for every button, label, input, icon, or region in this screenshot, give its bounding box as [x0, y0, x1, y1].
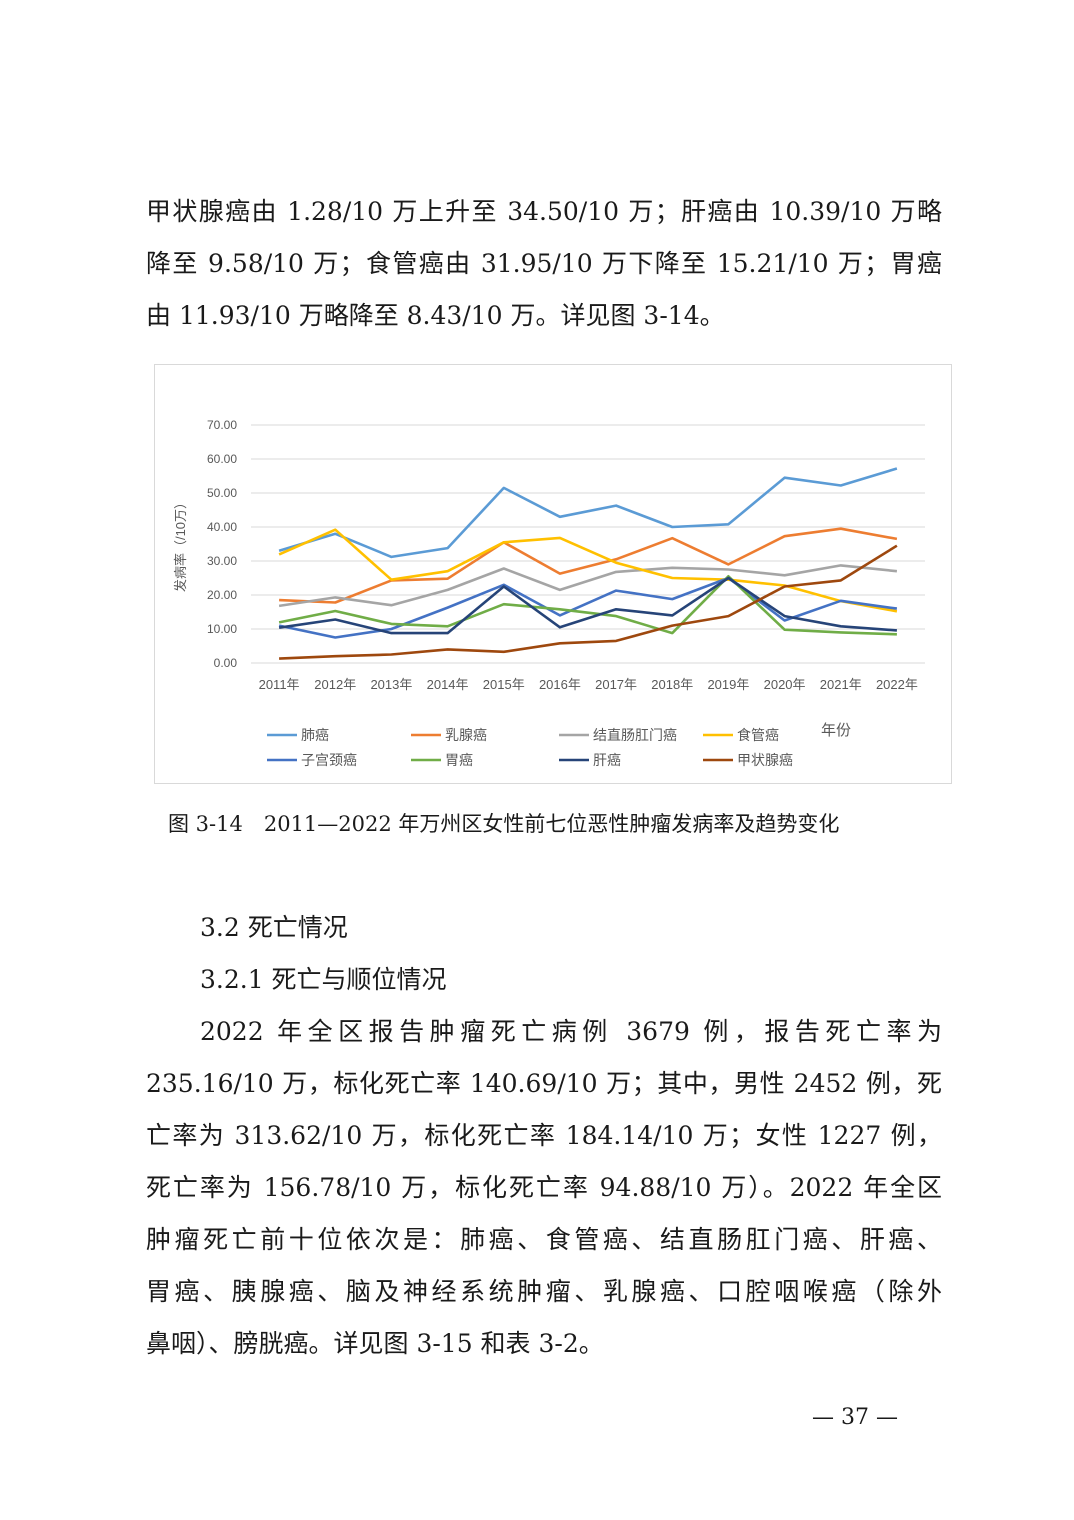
x-tick-label: 2019年: [707, 677, 749, 692]
body-line: 肿瘤死亡前十位依次是：肺癌、食管癌、结直肠肛门癌、肝癌、: [146, 1225, 942, 1254]
chart-frame: 0.00 10.00 20.00 30.00 40.00 50.00 60.00 70.00 2…: [154, 364, 952, 784]
y-tick-label: 60.00: [207, 452, 237, 466]
series-line-肺癌: [278, 467, 898, 559]
body-paragraph: 2022 年全区报告肿瘤死亡病例 3679 例，报告死亡率为 235.16/10…: [146, 1012, 942, 1382]
series-line-甲状腺癌: [279, 544, 898, 660]
y-tick-label: 70.00: [207, 418, 237, 432]
series-line-乳腺癌: [279, 527, 898, 604]
x-tick-label: 2012年: [314, 677, 356, 692]
legend-label: 肝癌: [593, 752, 621, 768]
body-line: 235.16/10 万，标化死亡率 140.69/10 万；其中，男性 2452…: [146, 1069, 942, 1098]
intro-paragraph: 甲状腺癌由 1.28/10 万上升至 34.50/10 万；肝癌由 10.39/…: [146, 192, 942, 342]
series-line-肝癌: [278, 576, 897, 635]
x-tick-label: 2022年: [876, 677, 918, 692]
y-tick-label: 0.00: [214, 656, 238, 670]
legend-label: 甲状腺癌: [737, 752, 793, 768]
y-axis-label: 发病率（/10万）: [173, 496, 188, 592]
series-line-结直肠肛门癌: [278, 564, 898, 608]
series-line-胃癌: [278, 575, 897, 636]
x-tick-label: 2017年: [595, 677, 637, 692]
x-tick-label: 2020年: [764, 677, 806, 692]
x-tick-label: 2013年: [370, 677, 412, 692]
intro-line: 降至 9.58/10 万；食管癌由 31.95/10 万下降至 15.21/10…: [146, 249, 942, 278]
figure-caption: 图 3-14 2011—2022 年万州区女性前七位恶性肿瘤发病率及趋势变化: [168, 812, 840, 836]
legend-label: 子宫颈癌: [301, 752, 357, 768]
x-tick-label: 2021年: [820, 677, 862, 692]
x-tick-label: 2015年: [483, 677, 525, 692]
section-heading: 3.2 死亡情况: [200, 913, 348, 942]
x-tick-label: 2018年: [651, 677, 693, 692]
y-tick-label: 30.00: [207, 554, 237, 568]
legend-label: 肺癌: [301, 727, 329, 743]
incidence-trend-chart: 0.00 10.00 20.00 30.00 40.00 50.00 60.00 70.00 2…: [173, 418, 925, 768]
subsection-heading: 3.2.1 死亡与顺位情况: [200, 965, 447, 994]
body-line: 死亡率为 156.78/10 万，标化死亡率 94.88/10 万）。2022 …: [146, 1173, 942, 1202]
x-axis-label: 年份: [821, 722, 851, 739]
y-tick-label: 20.00: [207, 588, 237, 602]
body-line: 亡率为 313.62/10 万，标化死亡率 184.14/10 万；女性 122…: [146, 1121, 942, 1150]
intro-line: 甲状腺癌由 1.28/10 万上升至 34.50/10 万；肝癌由 10.39/…: [146, 197, 942, 226]
y-tick-label: 10.00: [207, 622, 237, 636]
intro-line: 由 11.93/10 万略降至 8.43/10 万。详见图 3-14。: [146, 301, 725, 330]
x-tick-label: 2011年: [259, 677, 300, 692]
x-tick-label: 2016年: [539, 677, 581, 692]
body-line: 胃癌、胰腺癌、脑及神经系统肿瘤、乳腺癌、口腔咽喉癌（除外: [146, 1277, 942, 1306]
legend-label: 结直肠肛门癌: [593, 727, 677, 743]
y-tick-label: 40.00: [207, 520, 237, 534]
body-line: 2022 年全区报告肿瘤死亡病例 3679 例，报告死亡率为: [200, 1017, 942, 1046]
legend-label: 乳腺癌: [445, 727, 487, 743]
legend-label: 食管癌: [737, 727, 779, 743]
legend-label: 胃癌: [445, 752, 473, 768]
body-line: 鼻咽）、膀胱癌。详见图 3-15 和表 3-2。: [146, 1329, 604, 1358]
x-tick-label: 2014年: [427, 677, 469, 692]
series-line-食管癌: [278, 528, 898, 613]
page-number: — 37 —: [812, 1405, 898, 1430]
y-tick-label: 50.00: [207, 486, 237, 500]
